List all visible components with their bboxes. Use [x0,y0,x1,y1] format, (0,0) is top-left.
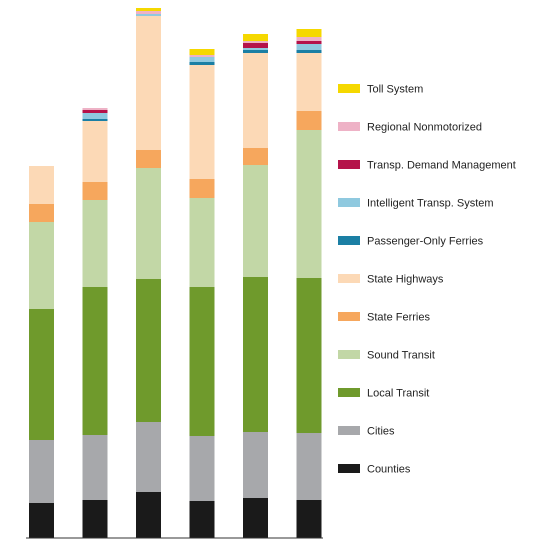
legend-item-counties: Counties [338,464,411,476]
bar-segment-sound-transit-3 [136,168,161,279]
legend-label-toll-system: Toll System [367,84,423,96]
legend-label-local-transit: Local Transit [367,388,429,400]
bar-segment-cities-5 [243,432,268,498]
bar-segment-toll-system-6 [296,29,322,37]
legend-swatch-toll-system [338,84,360,93]
bar-segment-sound-transit-2 [82,200,108,287]
legend-label-cities: Cities [367,426,395,438]
bar-segment-local-transit-5 [243,277,268,432]
legend-item-toll-system: Toll System [338,84,423,96]
bar-segment-regional-nonmotorized-3 [136,11,161,14]
bar-segment-state-ferries-2 [82,182,108,200]
bar-segment-intelligent-transp-system-4 [189,57,215,62]
bar-segment-counties-1 [29,503,54,538]
legend-item-passenger-only-ferries: Passenger-Only Ferries [338,236,484,248]
legend-swatch-cities [338,426,360,435]
legend-item-transp-demand-management: Transp. Demand Management [338,160,516,172]
legend-item-state-ferries: State Ferries [338,312,430,324]
bar-segment-sound-transit-4 [189,198,215,287]
bar-segment-local-transit-4 [189,287,215,436]
legend: Toll System Regional Nonmotorized Transp. … [338,84,516,476]
bar-segment-local-transit-1 [29,309,54,440]
legend-label-intelligent-transp-system: Intelligent Transp. System [367,198,494,210]
legend-item-cities: Cities [338,426,395,438]
bar-stack-1 [29,166,54,538]
legend-swatch-passenger-only-ferries [338,236,360,245]
bar-segment-regional-nonmotorized-5 [243,41,268,43]
bar-segment-intelligent-transp-system-5 [243,48,268,50]
bar-segment-local-transit-2 [82,287,108,435]
legend-label-transp-demand-management: Transp. Demand Management [367,160,516,172]
bar-segment-regional-nonmotorized-4 [189,55,215,57]
bar-segment-regional-nonmotorized-6 [296,37,322,41]
bar-segment-sound-transit-5 [243,165,268,277]
bar-segment-transp-demand-management-6 [296,41,322,44]
bar-segment-state-ferries-1 [29,204,54,222]
bar-stack-2 [82,108,108,538]
bar-segment-intelligent-transp-system-3 [136,14,161,16]
bar-segment-cities-2 [82,435,108,500]
bar-segment-counties-6 [296,500,322,538]
bar-segment-regional-nonmotorized-2 [82,108,108,110]
bar-segment-local-transit-3 [136,279,161,422]
legend-label-state-ferries: State Ferries [367,312,430,324]
legend-swatch-intelligent-transp-system [338,198,360,207]
bar-segment-state-ferries-6 [296,111,322,130]
bar-segment-state-highways-5 [243,53,268,148]
bar-segment-state-ferries-4 [189,179,215,198]
legend-label-counties: Counties [367,464,411,476]
bar-segment-state-highways-3 [136,16,161,150]
legend-swatch-sound-transit [338,350,360,359]
bar-segment-cities-1 [29,440,54,503]
bar-stack-6 [296,29,322,538]
bar-segment-state-highways-2 [82,121,108,182]
legend-label-sound-transit: Sound Transit [367,350,435,362]
bar-stacks [29,8,322,538]
bar-segment-toll-system-3 [136,8,161,11]
bar-segment-intelligent-transp-system-6 [296,44,322,50]
bar-stack-4 [189,49,215,538]
bar-segment-state-highways-6 [296,53,322,111]
bar-segment-state-highways-1 [29,166,54,204]
legend-item-intelligent-transp-system: Intelligent Transp. System [338,198,494,210]
legend-label-state-highways: State Highways [367,274,444,286]
bar-segment-state-ferries-5 [243,148,268,165]
legend-swatch-counties [338,464,360,473]
bar-segment-transp-demand-management-5 [243,43,268,48]
legend-label-passenger-only-ferries: Passenger-Only Ferries [367,236,484,248]
bar-segment-state-highways-4 [189,65,215,179]
bar-segment-passenger-only-ferries-6 [296,50,322,53]
bar-segment-counties-4 [189,501,215,538]
legend-swatch-state-highways [338,274,360,283]
bar-segment-intelligent-transp-system-2 [82,113,108,119]
legend-item-state-highways: State Highways [338,274,444,286]
bar-segment-toll-system-5 [243,34,268,41]
bar-stack-3 [136,8,161,538]
bar-segment-cities-3 [136,422,161,492]
bar-segment-counties-2 [82,500,108,538]
bar-segment-passenger-only-ferries-2 [82,119,108,121]
bar-segment-passenger-only-ferries-4 [189,62,215,65]
bar-segment-counties-5 [243,498,268,538]
bar-segment-passenger-only-ferries-5 [243,50,268,53]
legend-item-regional-nonmotorized: Regional Nonmotorized [338,122,482,134]
bar-segment-transp-demand-management-2 [82,110,108,113]
bar-segment-sound-transit-1 [29,222,54,309]
bar-stack-5 [243,34,268,538]
legend-item-sound-transit: Sound Transit [338,350,435,362]
bar-segment-toll-system-4 [189,49,215,55]
legend-swatch-local-transit [338,388,360,397]
bar-segment-sound-transit-6 [296,130,322,278]
bar-segment-cities-6 [296,433,322,500]
legend-swatch-regional-nonmotorized [338,122,360,131]
bar-segment-counties-3 [136,492,161,538]
bar-segment-cities-4 [189,436,215,501]
bar-segment-local-transit-6 [296,278,322,433]
legend-swatch-transp-demand-management [338,160,360,169]
legend-swatch-state-ferries [338,312,360,321]
bar-segment-state-ferries-3 [136,150,161,168]
legend-item-local-transit: Local Transit [338,388,429,400]
legend-label-regional-nonmotorized: Regional Nonmotorized [367,122,482,134]
